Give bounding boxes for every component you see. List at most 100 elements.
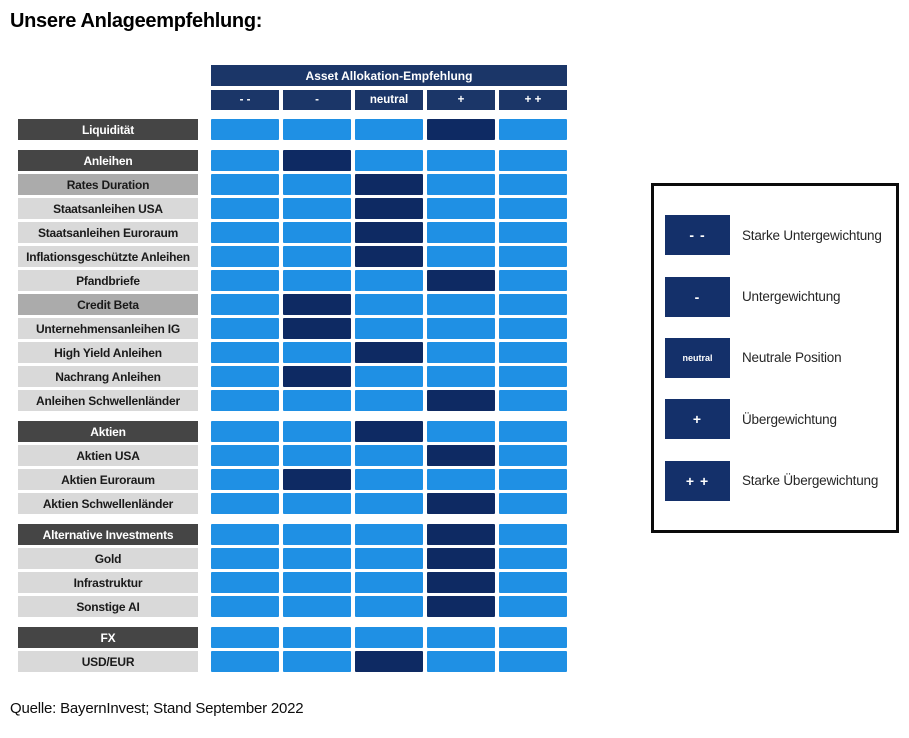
rating-cells	[211, 174, 567, 195]
row-label: Unternehmensanleihen IG	[18, 318, 198, 339]
rating-cell	[283, 524, 351, 545]
matrix-row: Aktien USA	[18, 445, 567, 466]
matrix-row: Unternehmensanleihen IG	[18, 318, 567, 339]
rating-cell	[499, 651, 567, 672]
rating-cell	[211, 627, 279, 648]
rating-cell	[211, 150, 279, 171]
rating-cell-selected	[283, 318, 351, 339]
matrix-row: Aktien Schwellenländer	[18, 493, 567, 514]
rating-cells	[211, 524, 567, 545]
rating-cells	[211, 342, 567, 363]
matrix-row: Gold	[18, 548, 567, 569]
column-header: - -	[211, 90, 279, 110]
row-label: Credit Beta	[18, 294, 198, 315]
legend-swatch: - -	[665, 215, 730, 256]
rating-cell	[499, 493, 567, 514]
row-group: FX USD/EUR	[18, 627, 567, 672]
matrix-rows: Liquidität Anleihen Rates Duration Staatsan…	[18, 119, 567, 682]
rating-cell	[499, 342, 567, 363]
rating-cell	[211, 548, 279, 569]
row-group: Liquidität	[18, 119, 567, 140]
matrix-row: Liquidität	[18, 119, 567, 140]
rating-cell	[355, 390, 423, 411]
rating-cell	[211, 469, 279, 490]
legend-swatch: + +	[665, 460, 730, 501]
source-note: Quelle: BayernInvest; Stand September 20…	[10, 700, 304, 717]
matrix-row: FX	[18, 627, 567, 648]
rating-cells	[211, 366, 567, 387]
rating-cell	[427, 651, 495, 672]
matrix-row: Staatsanleihen Euroraum	[18, 222, 567, 243]
rating-cell	[211, 445, 279, 466]
rating-cell-selected	[427, 572, 495, 593]
rating-cells	[211, 294, 567, 315]
row-label: FX	[18, 627, 198, 648]
row-label: Aktien	[18, 421, 198, 442]
matrix-row: Credit Beta	[18, 294, 567, 315]
column-headers: - - - neutral + + +	[211, 90, 567, 110]
rating-cells	[211, 270, 567, 291]
row-label: Aktien USA	[18, 445, 198, 466]
rating-cells	[211, 445, 567, 466]
rating-cell	[499, 246, 567, 267]
row-label: Anleihen	[18, 150, 198, 171]
rating-cell	[355, 445, 423, 466]
matrix-row: Anleihen Schwellenländer	[18, 390, 567, 411]
column-header: -	[283, 90, 351, 110]
rating-cells	[211, 651, 567, 672]
rating-cell	[211, 119, 279, 140]
rating-cell-selected	[427, 390, 495, 411]
legend-swatch: -	[665, 276, 730, 317]
row-label: Sonstige AI	[18, 596, 198, 617]
rating-cell	[499, 421, 567, 442]
rating-cell	[499, 150, 567, 171]
rating-cell	[499, 524, 567, 545]
matrix-row: Inflationsgeschützte Anleihen	[18, 246, 567, 267]
rating-cell	[499, 548, 567, 569]
rating-cell	[499, 390, 567, 411]
rating-cells	[211, 421, 567, 442]
rating-cell	[499, 572, 567, 593]
rating-cell	[499, 445, 567, 466]
rating-cell	[283, 246, 351, 267]
legend-swatch: +	[665, 399, 730, 440]
rating-cell-selected	[427, 524, 495, 545]
rating-cell	[211, 294, 279, 315]
rating-cell	[211, 246, 279, 267]
legend-label: Neutrale Position	[742, 350, 842, 366]
matrix-row: Sonstige AI	[18, 596, 567, 617]
rating-cell	[427, 150, 495, 171]
rating-cell-selected	[355, 198, 423, 219]
matrix-row: Nachrang Anleihen	[18, 366, 567, 387]
rating-cell-selected	[283, 469, 351, 490]
matrix-row: Infrastruktur	[18, 572, 567, 593]
column-header: + +	[499, 90, 567, 110]
matrix-row: Aktien	[18, 421, 567, 442]
matrix-row: Pfandbriefe	[18, 270, 567, 291]
rating-cell	[355, 469, 423, 490]
rating-cells	[211, 246, 567, 267]
row-label: Pfandbriefe	[18, 270, 198, 291]
rating-cells	[211, 627, 567, 648]
rating-cell-selected	[355, 421, 423, 442]
row-label: Aktien Schwellenländer	[18, 493, 198, 514]
rating-cell	[427, 246, 495, 267]
rating-cell	[283, 445, 351, 466]
matrix-row: Alternative Investments	[18, 524, 567, 545]
rating-cell	[211, 174, 279, 195]
column-header: neutral	[355, 90, 423, 110]
rating-cell	[283, 390, 351, 411]
rating-cell-selected	[427, 119, 495, 140]
rating-cell	[355, 150, 423, 171]
legend-item: + Übergewichtung	[654, 399, 896, 440]
rating-cell	[211, 572, 279, 593]
rating-cell	[355, 596, 423, 617]
rating-cell-selected	[427, 596, 495, 617]
rating-cell	[427, 174, 495, 195]
rating-cell	[427, 198, 495, 219]
row-label: Staatsanleihen Euroraum	[18, 222, 198, 243]
rating-cells	[211, 150, 567, 171]
rating-cell	[355, 524, 423, 545]
row-group: Aktien Aktien USA Aktien Euroraum Aktien Sc…	[18, 421, 567, 514]
rating-cell-selected	[283, 366, 351, 387]
